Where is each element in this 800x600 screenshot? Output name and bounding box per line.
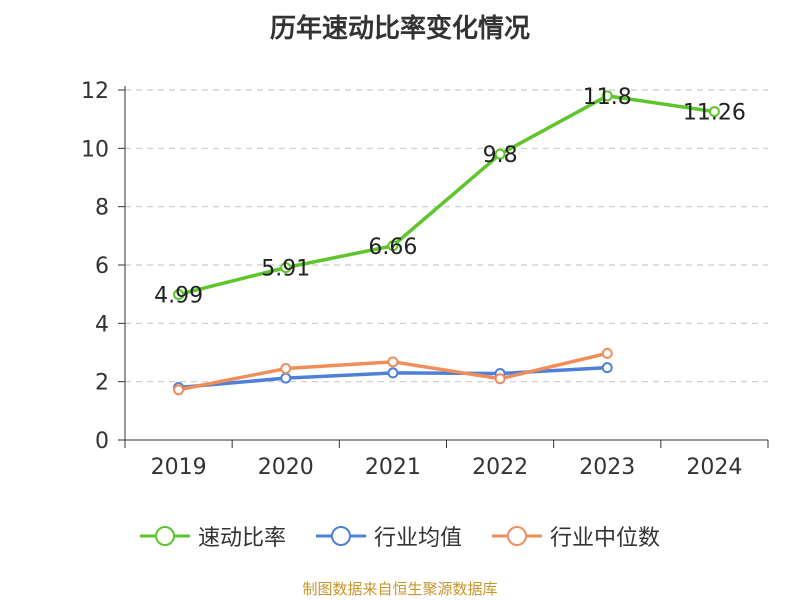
data-labels: 4.99 5.91 6.66 9.8 11.8 11.26 bbox=[154, 85, 746, 309]
x-tick-label: 2023 bbox=[579, 455, 635, 480]
legend-marker-industry-mean bbox=[315, 526, 366, 546]
data-point bbox=[280, 363, 292, 375]
legend-item-quick-ratio[interactable]: 速动比率 bbox=[139, 520, 286, 552]
x-tick-label: 2021 bbox=[365, 455, 421, 480]
legend-marker-quick-ratio bbox=[139, 526, 190, 546]
data-label: 9.8 bbox=[483, 143, 518, 168]
legend-label: 行业均值 bbox=[373, 526, 462, 551]
y-tick-label: 12 bbox=[81, 79, 109, 104]
data-label: 4.99 bbox=[154, 283, 203, 308]
series-line bbox=[178, 94, 715, 297]
data-point bbox=[494, 148, 506, 160]
legend-marker-industry-median bbox=[492, 526, 542, 546]
data-label: 5.91 bbox=[261, 257, 310, 282]
y-tick-label: 0 bbox=[95, 429, 109, 454]
y-tick-label: 10 bbox=[81, 137, 109, 162]
data-point bbox=[173, 288, 185, 300]
data-point bbox=[708, 106, 720, 118]
legend: 速动比率 行业均值 行业中位数 bbox=[0, 520, 800, 552]
data-points bbox=[173, 90, 720, 396]
x-tick-label: 2020 bbox=[258, 455, 314, 480]
legend-label: 速动比率 bbox=[197, 526, 286, 551]
legend-item-industry-mean[interactable]: 行业均值 bbox=[315, 520, 462, 552]
legend-label: 行业中位数 bbox=[550, 526, 661, 551]
x-tick-label: 2024 bbox=[686, 455, 742, 480]
source-note: 制图数据来自恒生聚源数据库 bbox=[302, 580, 498, 598]
data-point bbox=[601, 362, 613, 374]
grid-lines bbox=[125, 89, 768, 383]
x-tick-label: 2019 bbox=[151, 455, 207, 480]
y-tick-label: 8 bbox=[95, 196, 109, 221]
y-tick-label: 2 bbox=[95, 371, 109, 396]
y-tick-label: 4 bbox=[95, 312, 109, 337]
data-point bbox=[387, 367, 399, 379]
data-point bbox=[280, 262, 292, 274]
data-point bbox=[601, 90, 613, 102]
legend-item-industry-median[interactable]: 行业中位数 bbox=[492, 520, 660, 552]
chart-title: 历年速动比率变化情况 bbox=[269, 14, 530, 44]
axes: 0 2 4 6 8 10 12 2019 2020 2021 2022 2023 2024 bbox=[81, 79, 769, 480]
data-point bbox=[173, 384, 185, 396]
data-label: 11.26 bbox=[683, 101, 746, 126]
data-point bbox=[494, 373, 506, 385]
x-tick-label: 2022 bbox=[472, 455, 528, 480]
data-point bbox=[280, 372, 292, 384]
data-point bbox=[387, 356, 399, 368]
y-tick-label: 6 bbox=[95, 254, 109, 279]
data-label: 11.8 bbox=[583, 85, 632, 110]
series-lines bbox=[178, 94, 715, 392]
data-label: 6.66 bbox=[368, 235, 417, 260]
data-point bbox=[387, 240, 399, 252]
data-point bbox=[601, 347, 613, 359]
